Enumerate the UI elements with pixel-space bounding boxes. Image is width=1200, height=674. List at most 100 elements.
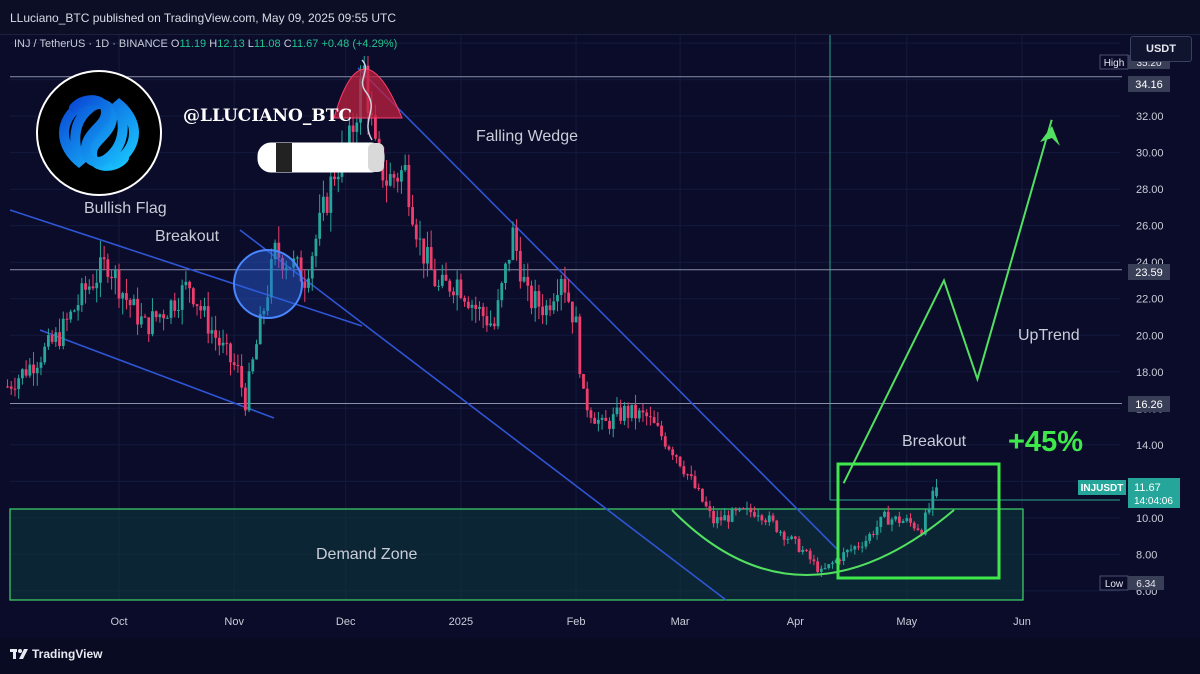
high-value: 35.20 — [1136, 58, 1161, 69]
candle-224 — [838, 558, 842, 565]
candle-207 — [775, 519, 779, 534]
candle-124 — [466, 296, 470, 310]
candle-133 — [500, 281, 504, 308]
candle-125 — [470, 299, 474, 321]
candle-238 — [890, 517, 894, 532]
candle-7 — [32, 352, 35, 386]
candle-160 — [600, 414, 604, 430]
high-label-ohlc: H — [209, 38, 218, 50]
candle-16 — [65, 312, 69, 332]
candle-76 — [288, 266, 292, 269]
candle-33 — [128, 297, 132, 318]
candle-187 — [701, 488, 704, 503]
candle-14 — [58, 318, 61, 350]
candle-70 — [266, 285, 270, 316]
current-symbol: INJUSDT — [1081, 483, 1124, 494]
candle-120 — [452, 287, 455, 304]
candle-44 — [169, 299, 173, 325]
candle-152 — [570, 301, 574, 334]
projection-path — [842, 119, 1053, 484]
candle-112 — [422, 238, 426, 279]
price-tick-6: 18.00 — [1136, 367, 1164, 379]
candle-220 — [823, 563, 827, 570]
flag-upper-trendline — [9, 209, 363, 327]
candle-221 — [827, 564, 831, 570]
candle-183 — [686, 473, 689, 480]
candle-198 — [741, 507, 745, 510]
candle-128 — [481, 302, 485, 329]
candle-231 — [864, 535, 868, 550]
candle-214 — [801, 546, 805, 555]
candle-205 — [767, 511, 771, 526]
candle-166 — [622, 401, 626, 426]
candle-244 — [912, 521, 916, 531]
projection-arrowhead — [1040, 126, 1060, 146]
candle-127 — [478, 301, 481, 321]
candle-20 — [80, 277, 84, 313]
candle-115 — [433, 258, 437, 288]
candle-188 — [704, 496, 708, 508]
candle-1 — [9, 381, 13, 395]
candle-3 — [17, 374, 21, 399]
tradingview-brand: TradingView — [32, 647, 103, 661]
candle-211 — [790, 535, 794, 540]
candle-64 — [243, 382, 247, 416]
candle-222 — [831, 560, 834, 569]
candle-73 — [277, 226, 281, 269]
time-axis[interactable]: Oct Nov Dec 2025 Feb Mar Apr May Jun — [110, 616, 1030, 628]
price-axis[interactable]: 6.008.0010.0012.0014.0016.0018.0020.0022… — [1122, 34, 1200, 600]
candle-227 — [849, 544, 853, 553]
candle-75 — [284, 260, 288, 280]
candle-216 — [808, 548, 812, 564]
candle-86 — [325, 192, 329, 216]
candle-32 — [125, 278, 128, 310]
candle-208 — [779, 530, 782, 536]
candle-65 — [247, 362, 251, 413]
candle-226 — [845, 549, 849, 558]
candle-182 — [682, 460, 686, 478]
candle-144 — [541, 294, 545, 324]
candle-230 — [860, 541, 864, 553]
candle-28 — [110, 270, 113, 290]
currency-button[interactable]: USDT — [1130, 36, 1192, 62]
symbol-legend[interactable]: INJ / TetherUS · 1D · BINANCE O11.19 H12… — [14, 38, 397, 50]
candle-241 — [901, 519, 905, 524]
candle-186 — [697, 483, 701, 491]
candle-225 — [842, 547, 846, 566]
candle-60 — [229, 342, 232, 376]
candle-66 — [251, 357, 255, 374]
candle-43 — [165, 315, 169, 319]
candle-58 — [221, 329, 225, 354]
candle-126 — [474, 296, 478, 323]
candle-155 — [582, 373, 585, 389]
candle-22 — [87, 279, 91, 295]
candle-38 — [147, 317, 151, 343]
candle-109 — [411, 194, 414, 227]
breakout-right-label: Breakout — [902, 433, 967, 450]
candle-243 — [909, 513, 912, 527]
candle-49 — [188, 280, 192, 303]
time-tick-6: Apr — [787, 616, 804, 628]
current-price: 11.67 — [1134, 482, 1161, 494]
candle-177 — [663, 432, 667, 450]
candle-129 — [485, 306, 489, 332]
falling-wedge-label: Falling Wedge — [476, 128, 578, 145]
candle-148 — [556, 279, 559, 312]
candle-150 — [563, 266, 567, 303]
candle-201 — [753, 506, 756, 518]
candle-68 — [258, 306, 262, 345]
candle-119 — [448, 278, 452, 297]
candle-206 — [771, 512, 775, 523]
candle-199 — [745, 501, 749, 516]
candle-184 — [689, 465, 693, 480]
candle-63 — [240, 354, 244, 397]
candle-234 — [875, 520, 879, 540]
current-price-tag: INJUSDT 11.67 14:04:06 — [1078, 478, 1180, 508]
candle-223 — [834, 558, 838, 564]
candle-215 — [805, 548, 808, 552]
candle-245 — [916, 524, 920, 531]
candle-158 — [593, 412, 597, 425]
candle-74 — [281, 255, 284, 279]
candle-50 — [191, 287, 195, 308]
